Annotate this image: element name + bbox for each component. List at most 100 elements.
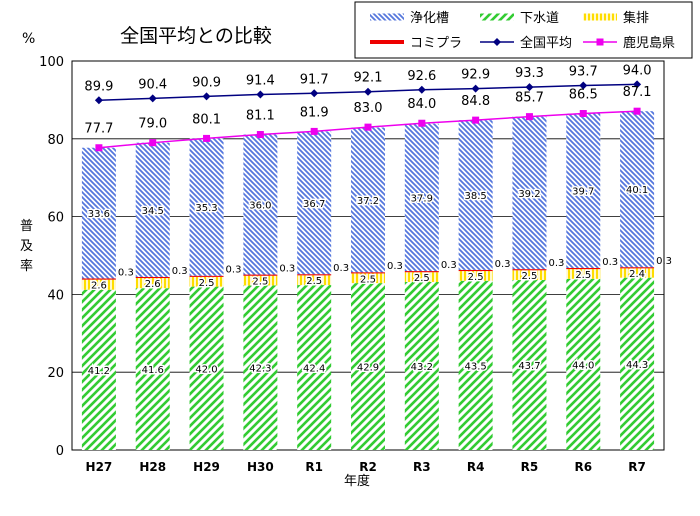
bar-segment	[351, 273, 385, 284]
data-label: 34.5	[142, 206, 164, 217]
data-label: 42.3	[249, 364, 271, 375]
line-marker	[148, 94, 157, 103]
bar-segment	[620, 268, 655, 278]
data-label: 39.2	[518, 189, 540, 200]
data-label: 94.0	[623, 63, 652, 78]
x-tick-label: H29	[193, 460, 220, 474]
data-label: 0.3	[226, 265, 242, 276]
y-tick-label: 40	[47, 288, 64, 303]
data-label: 93.3	[515, 66, 544, 81]
data-label: 92.1	[354, 71, 383, 86]
data-label: 44.3	[626, 360, 648, 371]
y-axis-label-char: 及	[20, 239, 33, 254]
line-marker	[525, 83, 534, 92]
data-label: 2.5	[414, 273, 430, 284]
data-label: 41.6	[142, 365, 164, 376]
line-marker	[310, 89, 319, 98]
data-label: 0.3	[441, 260, 457, 271]
data-label: 36.7	[303, 199, 325, 210]
bar-segment	[189, 138, 224, 276]
y-ticks: 0 20 40 60 80 100	[39, 55, 64, 459]
bar-segment	[243, 285, 278, 450]
bar-segment	[404, 123, 439, 272]
data-label: 0.3	[387, 261, 403, 272]
x-tick-label: R3	[413, 460, 431, 474]
data-label: 39.7	[572, 187, 594, 198]
data-label: 37.9	[411, 193, 433, 204]
bar-segment	[297, 131, 332, 275]
legend-label: 鹿児島県	[623, 35, 675, 51]
legend-label: 下水道	[520, 11, 559, 26]
legend-label: 集排	[623, 10, 649, 26]
bar-segment	[297, 274, 332, 276]
bar-segment	[81, 278, 116, 280]
bar-segment	[189, 275, 224, 277]
line-marker	[203, 134, 211, 142]
bar-segment	[81, 289, 116, 450]
line-marker	[579, 110, 587, 118]
data-label: 41.2	[88, 366, 110, 377]
data-label: 0.3	[333, 263, 349, 274]
chart-title: 全国平均との比較	[120, 25, 272, 47]
bar-segment	[404, 272, 439, 282]
line-marker	[525, 113, 533, 121]
legend-swatch	[480, 13, 514, 21]
data-label: 0.3	[118, 267, 134, 278]
data-label: 43.5	[465, 361, 487, 372]
line-marker	[364, 87, 372, 96]
y-tick-label: 0	[56, 444, 64, 459]
bar-segment	[566, 269, 601, 279]
y-axis-label: 普及率	[20, 219, 33, 274]
data-label: 42.4	[303, 364, 325, 375]
data-label: 90.9	[192, 75, 221, 90]
data-label: 90.4	[138, 77, 167, 92]
x-tick-label: R7	[628, 460, 646, 474]
data-label: 2.6	[91, 281, 107, 292]
data-label: 92.6	[407, 69, 436, 84]
data-label: 92.9	[461, 68, 490, 83]
bar-segment	[404, 281, 439, 450]
legend-swatch	[370, 13, 404, 21]
data-label: 44.0	[572, 360, 594, 371]
y-axis-label-char: 率	[20, 258, 33, 274]
data-label: 89.9	[84, 79, 113, 94]
data-label: 81.1	[246, 109, 275, 124]
bar-segment	[243, 274, 278, 276]
data-label: 2.5	[468, 272, 484, 283]
legend-marker	[596, 38, 604, 46]
bar-segment	[189, 286, 224, 450]
data-label: 80.1	[192, 112, 221, 127]
x-tick-label: H27	[86, 460, 113, 474]
data-label: 91.7	[300, 72, 329, 87]
bar-segment	[620, 111, 655, 268]
x-tick-label: R2	[359, 460, 377, 474]
x-tick-label: H30	[247, 460, 274, 474]
data-label: 0.3	[602, 257, 618, 268]
line-marker	[149, 139, 157, 147]
bar-segment	[81, 147, 116, 279]
bar-segment	[243, 134, 278, 275]
line-marker	[95, 144, 103, 152]
data-label: 2.5	[575, 270, 591, 281]
bar-segment	[404, 271, 439, 273]
data-label: 2.5	[360, 274, 376, 285]
data-label: 36.0	[249, 201, 271, 212]
bar-segment	[297, 275, 332, 286]
line-marker	[418, 119, 426, 127]
data-label: 2.5	[252, 277, 268, 288]
bar-segment	[351, 283, 385, 450]
bar-segment	[351, 127, 385, 273]
bar-segment	[512, 280, 547, 450]
bar-segment	[512, 270, 547, 281]
bar-segment	[243, 275, 278, 286]
data-label: 86.5	[569, 88, 598, 103]
bar-segment	[458, 280, 493, 450]
y-tick-label: 100	[39, 55, 64, 70]
data-label: 84.8	[461, 94, 490, 109]
data-label: 93.7	[569, 65, 598, 80]
data-label: 77.7	[84, 122, 113, 137]
data-label: 42.0	[195, 364, 217, 375]
legend-label: 全国平均	[520, 35, 572, 51]
bar-segment	[135, 142, 170, 277]
line-marker	[202, 92, 211, 101]
